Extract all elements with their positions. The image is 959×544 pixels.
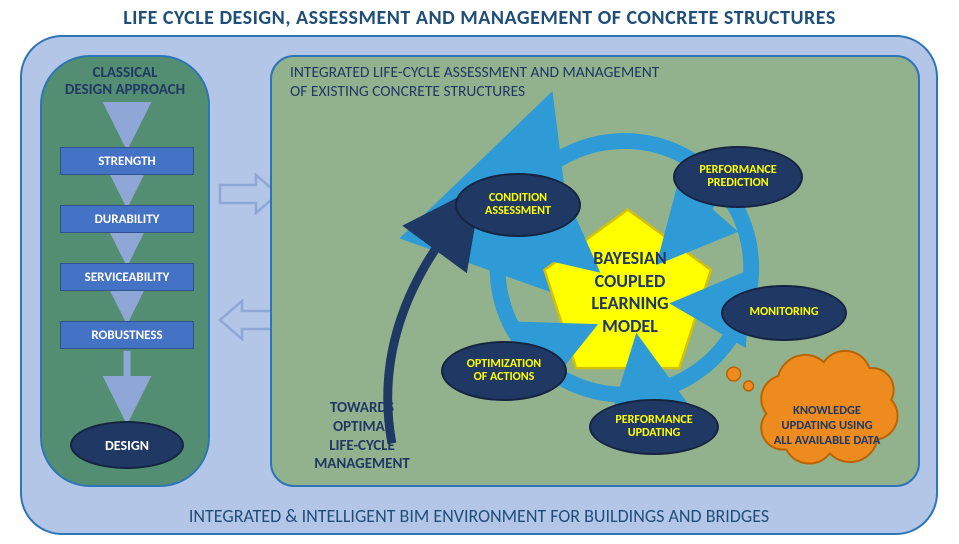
node-monitoring: MONITORING (721, 285, 847, 341)
knowledge-cloud-label: KNOWLEDGE UPDATING USING ALL AVAILABLE D… (762, 403, 892, 448)
design-node: DESIGN (70, 421, 184, 469)
classical-box-durability: DURABILITY (60, 205, 194, 233)
node-optimization-actions: OPTIMIZATION OF ACTIONS (441, 341, 567, 401)
classical-panel: CLASSICAL DESIGN APPROACH STRENGTH DURAB… (40, 55, 210, 487)
main-title: LIFE CYCLE DESIGN, ASSESSMENT AND MANAGE… (0, 6, 959, 30)
node-condition-assessment: CONDITION ASSESSMENT (455, 173, 581, 237)
classical-box-serviceability: SERVICEABILITY (60, 263, 194, 291)
classical-box-strength: STRENGTH (60, 147, 194, 175)
outer-container: CLASSICAL DESIGN APPROACH STRENGTH DURAB… (20, 35, 938, 535)
pentagon-label: BAYESIAN COUPLED LEARNING MODEL (570, 247, 690, 337)
node-performance-prediction: PERFORMANCE PREDICTION (673, 146, 803, 208)
classical-box-robustness: ROBUSTNESS (60, 321, 194, 349)
footer-text: INTEGRATED & INTELLIGENT BIM ENVIRONMENT… (22, 505, 936, 527)
towards-optimal-label: TOWARDS OPTIMAL LIFE-CYCLE MANAGEMENT (292, 399, 432, 474)
node-performance-updating: PERFORMANCE UPDATING (589, 399, 719, 455)
classical-title-line1: CLASSICAL DESIGN APPROACH (65, 64, 185, 99)
classical-panel-title: CLASSICAL DESIGN APPROACH (42, 65, 208, 100)
